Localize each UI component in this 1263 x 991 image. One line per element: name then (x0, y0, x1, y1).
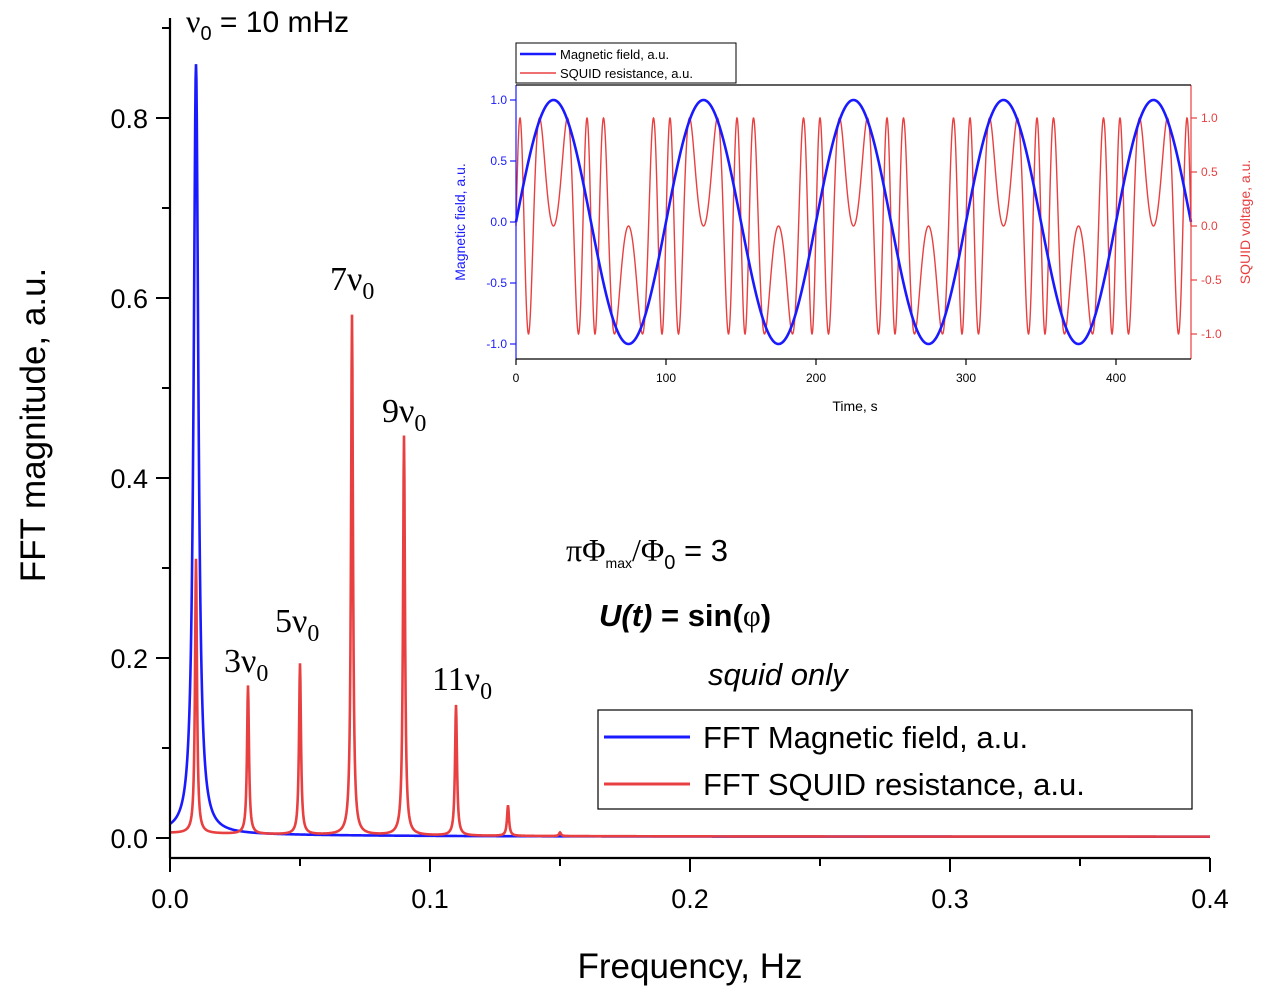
y-axis-label: FFT magnitude, a.u. (14, 268, 53, 583)
inset-left-tick-label: 1.0 (490, 93, 507, 107)
peak-annotations: ν0 = 10 mHz 3ν0 5ν0 7ν0 9ν0 11ν0 (186, 3, 492, 705)
y-tick-label: 0.8 (110, 104, 148, 134)
inset-left-tick-label: 0.5 (490, 154, 507, 168)
inset-right-ticks: 1.0 0.5 0.0 -0.5 -1.0 (1191, 111, 1222, 341)
legend-label-squid: FFT SQUID resistance, a.u. (703, 767, 1085, 802)
annotation-flux-ratio: πΦmax/Φ0 = 3 (566, 532, 728, 574)
inset-left-tick-label: -1.0 (486, 337, 507, 351)
annotation-formula: U(t) = sin(φ) (599, 598, 771, 633)
x-axis-label: Frequency, Hz (578, 947, 803, 986)
main-legend: FFT Magnetic field, a.u. FFT SQUID resis… (597, 709, 1193, 810)
x-tick-label: 0.2 (671, 884, 709, 914)
inset-right-tick-label: 0.5 (1201, 165, 1218, 179)
inset-x-tick-label: 300 (956, 371, 976, 385)
y-tick-label: 0.0 (110, 824, 148, 854)
legend-label-magnetic: FFT Magnetic field, a.u. (703, 720, 1028, 755)
inset-x-tick-label: 100 (656, 371, 676, 385)
inset-x-tick-label: 200 (806, 371, 826, 385)
x-ticks: 0.0 0.1 0.2 0.3 0.4 (151, 858, 1229, 914)
inset-legend-box (515, 42, 737, 84)
inset-chart: 0 100 200 300 400 1.0 0.5 0.0 -0.5 -1.0 1.0 0.5 0.… (452, 42, 1253, 414)
inset-left-tick-label: 0.0 (490, 215, 507, 229)
x-tick-label: 0.3 (931, 884, 969, 914)
annotation-5nu0: 5ν0 (275, 603, 319, 647)
main-plot (169, 64, 1210, 838)
y-tick-label: 0.2 (110, 644, 148, 674)
x-tick-label: 0.4 (1191, 884, 1229, 914)
annotation-nu0: ν0 = 10 mHz (186, 3, 349, 45)
inset-x-tick-label: 0 (513, 371, 520, 385)
annotation-squid-only: squid only (708, 657, 850, 692)
y-ticks: 0.0 0.2 0.4 0.6 0.8 (110, 27, 170, 854)
y-tick-label: 0.6 (110, 284, 148, 314)
legend-box (597, 709, 1193, 810)
annotation-7nu0: 7ν0 (330, 261, 374, 305)
inset-plot-bg (516, 85, 1191, 359)
inset-left-tick-label: -0.5 (486, 276, 507, 290)
inset-right-tick-label: 1.0 (1201, 111, 1218, 125)
inset-x-tick-label: 400 (1106, 371, 1126, 385)
annotation-3nu0: 3ν0 (224, 643, 268, 687)
inset-right-tick-label: -1.0 (1201, 327, 1222, 341)
inset-legend: Magnetic field, a.u. SQUID resistance, a… (515, 42, 737, 84)
inset-series-squid (515, 116, 1192, 336)
inset-right-tick-label: -0.5 (1201, 273, 1222, 287)
y-tick-label: 0.4 (110, 464, 148, 494)
inset-x-label: Time, s (832, 398, 877, 414)
inset-right-tick-label: 0.0 (1201, 219, 1218, 233)
inset-left-ticks: 1.0 0.5 0.0 -0.5 -1.0 (486, 93, 516, 351)
inset-x-ticks: 0 100 200 300 400 (513, 359, 1126, 385)
x-tick-label: 0.0 (151, 884, 189, 914)
series-fft-squid-resistance (169, 314, 1210, 838)
inset-legend-label-squid: SQUID resistance, a.u. (560, 66, 693, 81)
annotation-11nu0: 11ν0 (432, 661, 492, 705)
inset-y-label-right: SQUID voltage, a.u. (1237, 160, 1253, 285)
inset-series-magnetic (514, 98, 1193, 346)
annotation-9nu0: 9ν0 (382, 393, 426, 437)
inset-legend-label-magnetic: Magnetic field, a.u. (560, 47, 669, 62)
x-tick-label: 0.1 (411, 884, 449, 914)
inset-y-label-left: Magnetic field, a.u. (452, 163, 468, 281)
